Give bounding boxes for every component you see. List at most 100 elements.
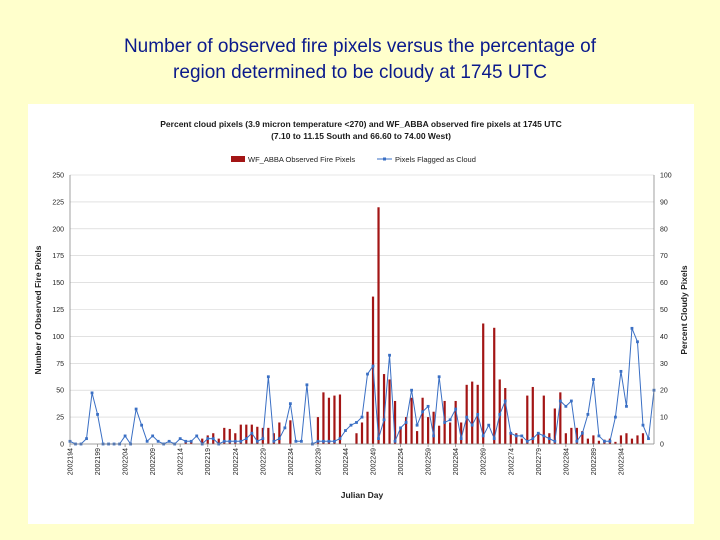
x-tick-label: 2002209 xyxy=(150,448,157,475)
fire-pixel-bar xyxy=(586,438,589,444)
fire-pixel-bar xyxy=(201,438,204,444)
fire-pixel-bar xyxy=(630,438,634,444)
x-tick-label: 2002239 xyxy=(315,448,322,475)
chart-panel: Percent cloud pixels (3.9 micron tempera… xyxy=(28,104,694,524)
chart-legend: WF_ABBA Observed Fire Pixels Pixels Flag… xyxy=(231,155,476,164)
y-left-tick-label: 50 xyxy=(56,388,64,395)
slide-title: Number of observed fire pixels versus th… xyxy=(60,34,660,86)
cloud-point xyxy=(647,437,650,441)
cloud-point xyxy=(85,437,88,441)
cloud-point xyxy=(377,437,380,441)
cloud-point xyxy=(575,439,579,443)
chart-svg: Percent cloud pixels (3.9 micron tempera… xyxy=(33,119,689,500)
cloud-point xyxy=(415,423,419,427)
cloud-point xyxy=(167,439,171,443)
chart-title-line-1: Percent cloud pixels (3.9 micron tempera… xyxy=(160,119,561,129)
cloud-point xyxy=(636,340,639,344)
cloud-point xyxy=(222,439,226,443)
x-tick-label: 2002194 xyxy=(68,448,75,475)
slide-title-line-1: Number of observed fire pixels versus th… xyxy=(123,36,597,57)
cloud-point xyxy=(393,439,397,443)
cloud-point xyxy=(366,372,369,376)
x-tick-label: 2002274 xyxy=(508,448,515,475)
cloud-point xyxy=(244,437,248,441)
fire-pixel-bar xyxy=(625,433,628,444)
x-tick-label: 2002244 xyxy=(343,448,350,475)
y-right-tick-label: 40 xyxy=(660,334,668,341)
fire-pixel-bar xyxy=(542,395,545,444)
fire-pixel-bar xyxy=(520,438,523,444)
y-left-tick-label: 125 xyxy=(52,307,64,314)
fire-pixel-bar xyxy=(564,433,567,444)
cloud-point xyxy=(399,426,402,430)
cloud-point xyxy=(322,439,325,443)
cloud-point xyxy=(316,439,320,443)
legend-line-label: Pixels Flagged as Cloud xyxy=(395,155,476,164)
y-left-tick-label: 250 xyxy=(52,173,64,180)
cloud-point xyxy=(123,434,127,438)
chart-title-line-2: (7.10 to 11.15 South and 66.60 to 74.00 … xyxy=(271,131,451,141)
fire-pixel-bar xyxy=(553,408,556,444)
cloud-point xyxy=(625,404,628,408)
slide-title-line-2: region determined to be cloudy at 1745 U… xyxy=(173,62,547,83)
cloud-point xyxy=(591,378,595,381)
fire-pixel-bar xyxy=(427,417,430,444)
x-tick-label: 2002284 xyxy=(563,448,570,475)
fire-pixel-bar xyxy=(377,207,380,444)
cloud-point xyxy=(228,439,232,443)
fire-pixel-bar xyxy=(454,400,457,444)
cloud-point xyxy=(558,399,562,403)
cloud-point xyxy=(195,434,199,438)
fire-pixel-bar xyxy=(432,411,435,444)
fire-pixel-bar xyxy=(636,435,639,444)
y-left-tick-label: 200 xyxy=(52,226,64,233)
cloud-point xyxy=(614,415,617,419)
legend-bar-swatch xyxy=(231,156,245,162)
fire-pixel-bar xyxy=(504,388,507,444)
fire-pixel-bar xyxy=(421,397,424,444)
cloud-point xyxy=(134,407,138,411)
fire-pixel-bar xyxy=(614,441,617,444)
fire-pixel-bar xyxy=(184,441,187,444)
cloud-point xyxy=(266,375,270,379)
y-axis-left-title: Number of Observed Fire Pixels xyxy=(33,245,43,374)
fire-pixel-bar xyxy=(289,420,292,444)
cloud-point xyxy=(630,326,634,330)
cloud-point xyxy=(283,426,287,430)
x-tick-label: 2002204 xyxy=(123,448,130,475)
y-right-tick-label: 10 xyxy=(660,415,668,422)
cloud-point xyxy=(421,410,425,414)
fire-pixel-bar xyxy=(239,424,242,444)
x-tick-label: 2002289 xyxy=(591,448,598,475)
cloud-point xyxy=(553,439,557,443)
fire-pixel-bar xyxy=(245,424,248,444)
fire-pixel-bar xyxy=(322,392,325,444)
fire-pixel-bar xyxy=(228,428,231,444)
cloud-point xyxy=(608,439,612,443)
fire-pixel-bar xyxy=(515,433,518,444)
x-tick-label: 2002234 xyxy=(288,448,295,475)
y-left-tick-label: 0 xyxy=(60,442,64,449)
x-axis-title: Julian Day xyxy=(341,490,384,500)
fire-pixel-bar xyxy=(482,323,485,444)
cloud-point xyxy=(525,439,529,443)
cloud-point xyxy=(481,434,485,438)
cloud-point xyxy=(487,423,491,427)
cloud-point xyxy=(443,421,447,424)
fire-pixel-bar xyxy=(537,433,540,444)
fire-pixel-bar xyxy=(509,433,512,444)
cloud-point xyxy=(277,437,281,441)
x-tick-label: 2002279 xyxy=(536,448,543,475)
fire-pixel-bar xyxy=(393,400,397,444)
cloud-point xyxy=(294,439,298,443)
fire-pixel-bar xyxy=(570,427,573,444)
fire-pixel-bar xyxy=(498,379,501,444)
cloud-point xyxy=(437,375,441,379)
y-axis-right-title: Percent Cloudy Pixels xyxy=(679,265,689,355)
y-right-tick-label: 30 xyxy=(660,361,668,368)
fire-pixel-bar xyxy=(217,438,220,444)
fire-pixel-bar xyxy=(360,422,364,444)
cloud-point xyxy=(547,437,551,441)
fire-pixel-bar xyxy=(559,392,562,444)
cloud-point xyxy=(299,439,303,443)
